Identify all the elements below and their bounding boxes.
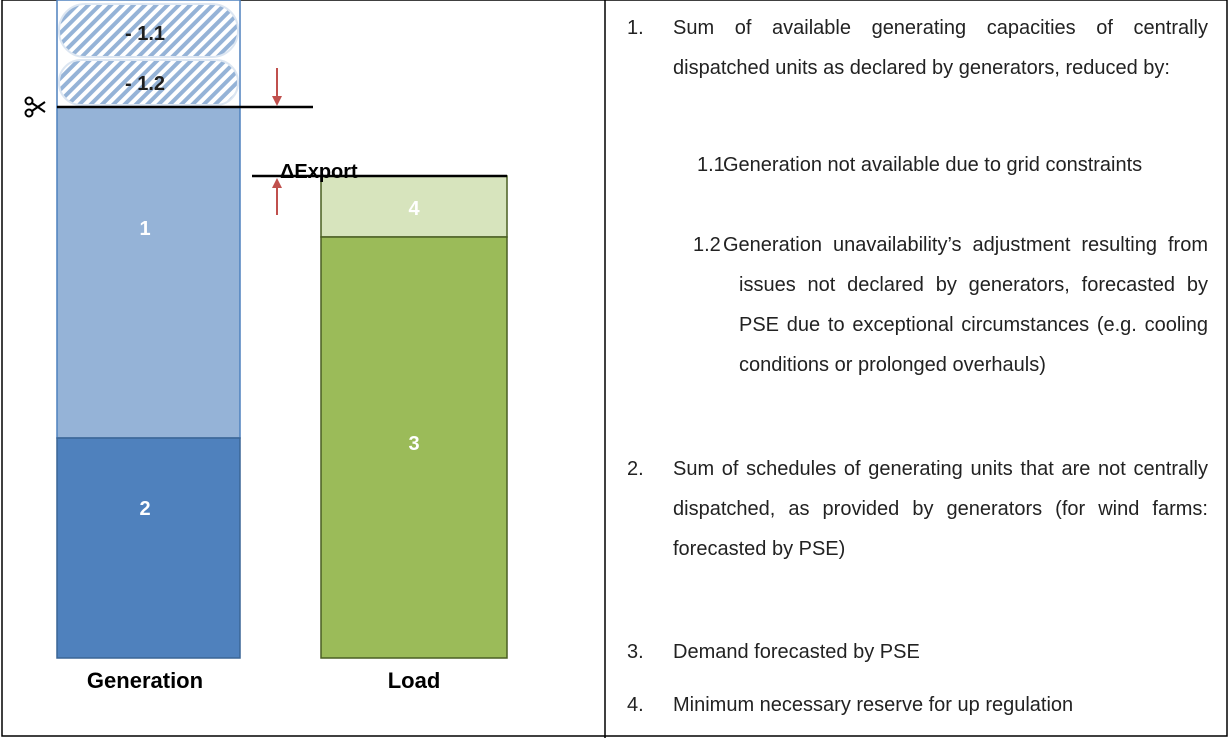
item-number: 1.2 xyxy=(693,234,721,256)
label: 3 xyxy=(408,433,419,455)
arrow-up xyxy=(272,178,282,215)
label: - 1.1 xyxy=(125,23,165,45)
label: 2 xyxy=(139,498,150,520)
block-3 xyxy=(320,236,508,659)
item-number: 3. xyxy=(627,641,644,663)
arrow-down xyxy=(272,68,282,106)
label: 4 xyxy=(408,198,420,220)
item-text: Generation not available due to grid con… xyxy=(723,154,1143,176)
item-number: 1.1 xyxy=(697,154,725,176)
item-number: 1. xyxy=(627,17,644,39)
item-text: Sum of available generating capacities o… xyxy=(673,17,1208,79)
delta-label: ΔExport xyxy=(280,161,358,183)
item-number: 2. xyxy=(627,458,644,480)
item-text: Minimum necessary reserve for up regulat… xyxy=(673,694,1074,716)
block-1 xyxy=(56,106,241,439)
label: - 1.2 xyxy=(125,73,165,95)
scissors xyxy=(24,96,46,118)
block-2 xyxy=(56,437,241,659)
item-text: Sum of schedules of generating units tha… xyxy=(673,458,1208,560)
label: 1 xyxy=(139,218,150,240)
hatch-1-1 xyxy=(58,3,239,58)
item-text: Generation unavailability’s adjustment r… xyxy=(723,234,1208,376)
hatch-1-2 xyxy=(58,59,239,106)
item-text: Demand forecasted by PSE xyxy=(673,641,920,663)
column-label: Load xyxy=(388,668,441,693)
column-label: Generation xyxy=(87,668,203,693)
item-number: 4. xyxy=(627,694,644,716)
